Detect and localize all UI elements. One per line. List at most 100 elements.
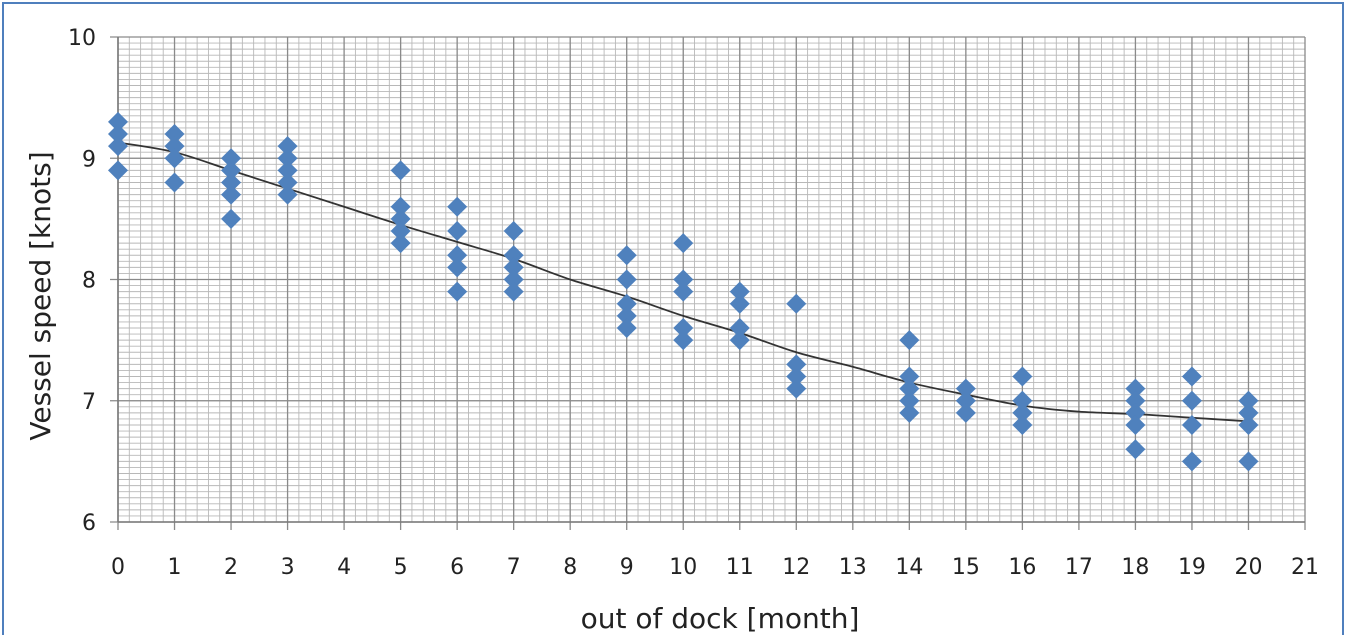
data-point: [503, 221, 524, 241]
data-point: [1125, 415, 1146, 435]
data-point: [616, 269, 637, 290]
trend-line: [117, 141, 1249, 423]
x-tick-label: 4: [337, 555, 351, 580]
data-point: [673, 318, 694, 338]
data-point: [447, 257, 468, 278]
data-point: [729, 293, 750, 314]
data-point: [616, 305, 637, 326]
x-tick-label: 18: [1121, 555, 1149, 580]
data-point: [1125, 390, 1146, 411]
data-point: [164, 136, 185, 157]
x-tick-label: 3: [281, 555, 295, 580]
data-point: [955, 390, 976, 411]
data-point: [899, 378, 920, 399]
data-point: [729, 330, 750, 351]
y-tick-labels: 6 7 8 9 10: [68, 26, 96, 536]
data-point: [277, 136, 298, 157]
data-point: [221, 184, 242, 205]
data-point: [447, 281, 468, 302]
x-tick-label: 6: [450, 555, 464, 580]
data-point: [390, 221, 411, 241]
data-point: [108, 136, 128, 157]
data-point: [729, 318, 750, 338]
data-point: [1238, 402, 1259, 423]
data-point: [221, 148, 242, 169]
data-point: [277, 160, 298, 181]
data-point: [1181, 366, 1202, 387]
data-point: [108, 111, 128, 132]
data-point: [616, 245, 637, 266]
data-point: [616, 293, 637, 314]
data-point: [786, 378, 807, 399]
data-point: [673, 233, 694, 254]
x-tick-label: 11: [726, 555, 754, 580]
data-point: [899, 402, 920, 423]
data-point: [390, 208, 411, 229]
data-point: [277, 148, 298, 169]
data-point: [503, 269, 524, 290]
data-point: [955, 402, 976, 423]
data-point: [1125, 439, 1146, 460]
data-point: [1012, 366, 1033, 387]
y-tick-label: 10: [68, 26, 96, 51]
y-tick-label: 6: [82, 511, 96, 536]
data-point: [447, 221, 468, 241]
data-point: [673, 281, 694, 302]
data-point: [1012, 390, 1033, 411]
data-point: [390, 196, 411, 217]
data-point: [786, 293, 807, 314]
x-tick-label: 9: [620, 555, 634, 580]
data-point: [1238, 415, 1259, 435]
data-point: [899, 366, 920, 387]
data-point: [164, 124, 185, 144]
data-point: [1125, 402, 1146, 423]
y-tick-label: 7: [82, 390, 96, 415]
data-point: [164, 172, 185, 193]
x-tick-label: 0: [111, 555, 125, 580]
data-point: [786, 366, 807, 387]
data-point: [164, 148, 185, 169]
minor-grid: [117, 36, 1306, 523]
data-point: [1125, 378, 1146, 399]
data-point: [673, 330, 694, 351]
x-tick-label: 13: [839, 555, 867, 580]
data-point: [277, 184, 298, 205]
data-point: [221, 208, 242, 229]
data-point: [503, 257, 524, 278]
data-point: [221, 172, 242, 193]
data-point: [1012, 402, 1033, 423]
data-point: [390, 233, 411, 254]
x-tick-label: 12: [782, 555, 810, 580]
data-point: [1181, 390, 1202, 411]
data-point: [616, 318, 637, 338]
x-tick-label: 20: [1234, 555, 1262, 580]
x-tick-label: 17: [1065, 555, 1093, 580]
data-point: [390, 160, 411, 181]
x-tick-label: 16: [1008, 555, 1036, 580]
data-point: [899, 330, 920, 351]
data-point: [277, 172, 298, 193]
data-point: [503, 245, 524, 266]
data-point: [729, 281, 750, 302]
x-tick-label: 10: [669, 555, 697, 580]
x-tick-label: 14: [895, 555, 923, 580]
y-tick-label: 9: [82, 147, 96, 172]
data-point: [108, 124, 128, 144]
data-point: [221, 160, 242, 181]
data-point: [503, 281, 524, 302]
data-point: [1181, 451, 1202, 472]
y-axis-label: Vessel speed [knots]: [24, 151, 57, 440]
data-points: [108, 111, 1259, 472]
data-point: [108, 160, 128, 181]
trend-line-layer: [117, 141, 1249, 423]
data-point: [447, 245, 468, 266]
data-point: [1238, 390, 1259, 411]
x-tick-label: 1: [168, 555, 182, 580]
x-tick-label: 21: [1291, 555, 1319, 580]
data-point: [1238, 451, 1259, 472]
data-point: [673, 269, 694, 290]
data-point: [899, 390, 920, 411]
x-tick-label: 7: [507, 555, 521, 580]
